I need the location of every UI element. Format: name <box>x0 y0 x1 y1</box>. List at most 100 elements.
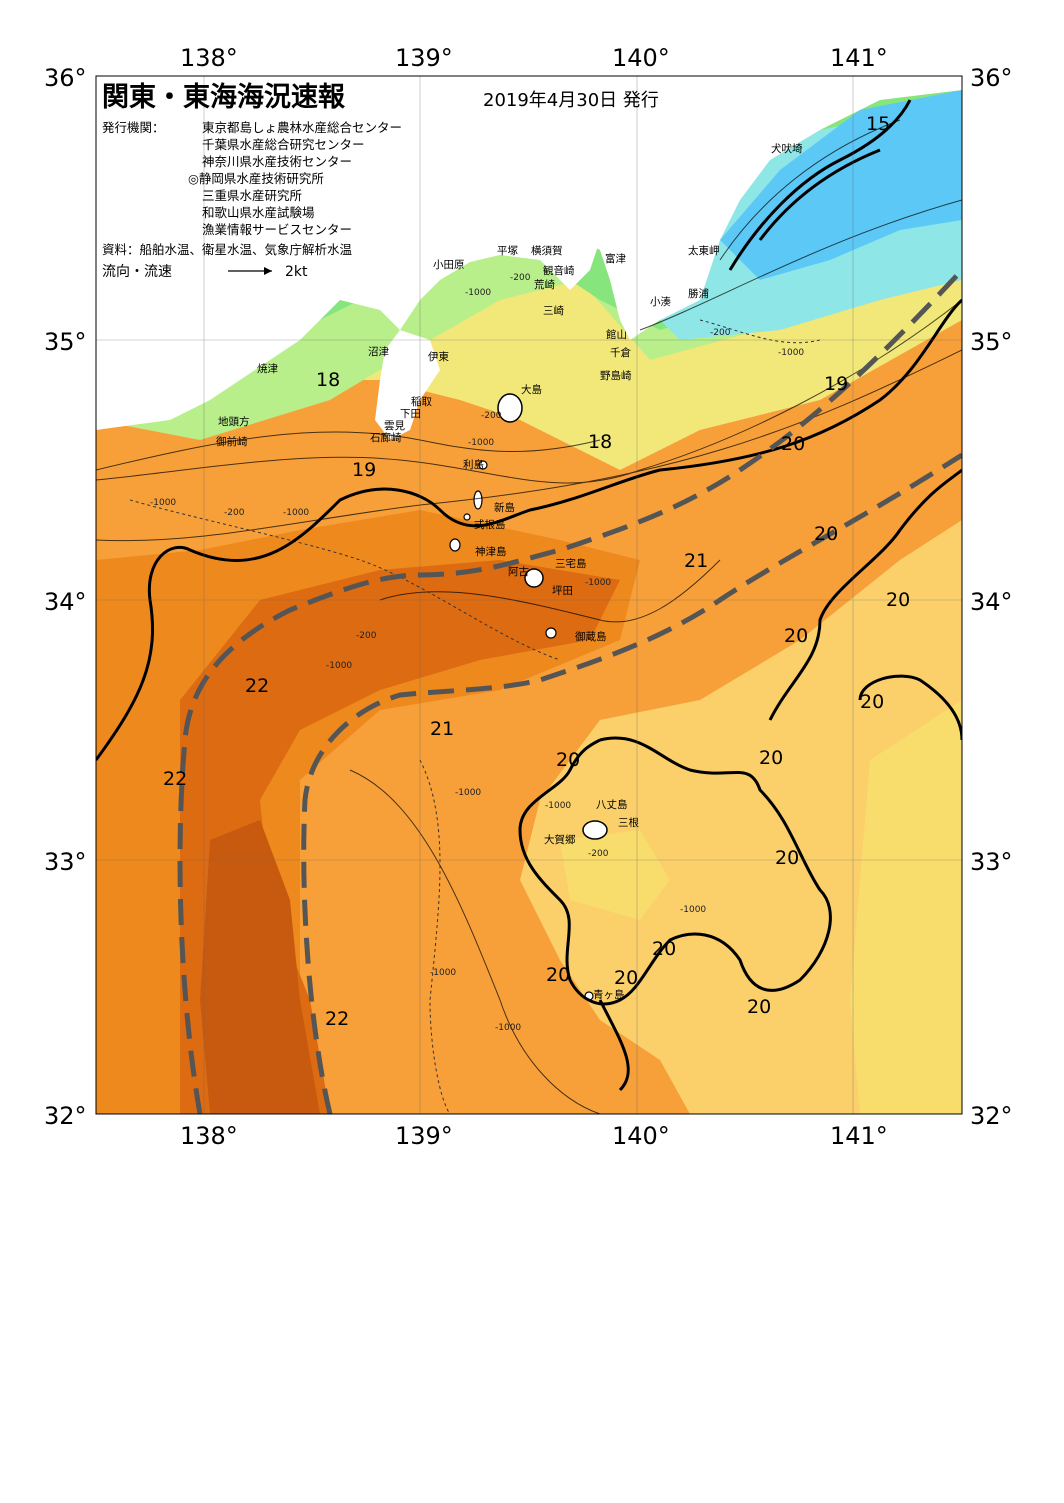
place-kozushima: 神津島 <box>475 545 507 558</box>
island-hachijojima <box>582 820 608 840</box>
place-oshima: 大島 <box>521 383 542 396</box>
flow-legend-label: 流向・流速 <box>102 264 172 280</box>
land-izu <box>375 330 440 440</box>
depth-label: -1000 <box>326 661 352 671</box>
isotherm-label: 20 <box>614 967 638 989</box>
publisher-item: 千葉県水産総合研究センター <box>202 137 365 152</box>
place-toshima: 利島 <box>463 458 484 471</box>
depth-label: -1000 <box>465 288 491 298</box>
lat-label: 36° <box>970 64 1013 92</box>
depth-label: -1000 <box>680 905 706 915</box>
place-ako: 阿古 <box>508 565 529 578</box>
lat-label: 35° <box>970 328 1013 356</box>
place-hiratsuka: 平塚 <box>497 245 518 257</box>
data-sources: 資料：船舶水温、衛星水温、気象庁解析水温 <box>102 242 353 257</box>
place-yokosuka: 横須賀 <box>531 244 563 257</box>
minor-isotherms <box>96 119 962 1114</box>
isotherm-label: 20 <box>781 433 805 455</box>
place-names: 小田原 平塚 横須賀 観音崎 富津 荒崎 三崎 館山 千倉 野島崎 小湊 勝浦 … <box>216 142 803 1001</box>
depth-label: -200 <box>481 411 502 421</box>
lat-label: 33° <box>44 848 87 876</box>
depth-label: -1000 <box>778 348 804 358</box>
place-kumomi: 雲見 <box>384 420 405 432</box>
depth-label: -1000 <box>495 1023 521 1033</box>
isotherm-label: 20 <box>556 749 580 771</box>
isotherm-label: 22 <box>325 1008 349 1030</box>
hachijo-pale <box>560 830 670 920</box>
depth-label: -1000 <box>468 438 494 448</box>
depth-label: -200 <box>710 328 731 338</box>
depth-label: -1000 <box>150 498 176 508</box>
place-chikura: 千倉 <box>610 346 631 359</box>
isotherm-20-north <box>96 298 962 761</box>
isotherm-label: 20 <box>814 523 838 545</box>
lon-label: 139° <box>395 1122 453 1150</box>
island-kozushima <box>449 538 461 552</box>
place-sanne: 三根 <box>618 816 639 829</box>
isotherm-label: 19 <box>824 373 848 395</box>
lat-labels-left: 36° 35° 34° 33° 32° <box>44 64 87 1130</box>
publisher-item: 東京都島しょ農林水産総合センター <box>202 120 402 135</box>
map-border <box>95 75 963 1115</box>
depth-contours <box>129 319 821 1114</box>
isotherm-20-south <box>598 999 630 1092</box>
lat-label: 32° <box>970 1102 1013 1130</box>
place-hachijojima: 八丈島 <box>596 798 628 811</box>
place-shimoda: 下田 <box>400 408 421 420</box>
isotherm-label: 19 <box>352 459 376 481</box>
lon-label: 141° <box>830 1122 888 1150</box>
lon-label: 139° <box>395 44 453 72</box>
depth-label: -200 <box>224 508 245 518</box>
island-miyakejima <box>524 568 544 588</box>
place-tateyama: 館山 <box>606 328 627 341</box>
place-okago: 大賀郷 <box>544 833 576 846</box>
map-title: 関東・東海海況速報 <box>102 82 346 113</box>
place-niijima: 新島 <box>494 501 515 514</box>
isotherm-label: 22 <box>163 768 187 790</box>
lon-labels-bottom: 138° 139° 140° 141° <box>180 1122 888 1150</box>
warm-east-pale <box>850 700 962 1114</box>
place-miyakejima: 三宅島 <box>555 557 587 570</box>
place-futtsu: 富津 <box>605 252 626 265</box>
isotherm-label: 21 <box>430 718 454 740</box>
lat-label: 32° <box>44 1102 87 1130</box>
publisher-item: 和歌山県水産試験場 <box>202 205 315 220</box>
isotherm-label: 20 <box>775 847 799 869</box>
place-jitogata: 地頭方 <box>218 415 250 428</box>
lat-label: 36° <box>44 64 87 92</box>
place-aogashima: 青ヶ島 <box>593 988 625 1001</box>
isotherm-label: 15 <box>866 113 890 135</box>
lat-labels-right: 36° 35° 34° 33° 32° <box>970 64 1013 1130</box>
map-frame-content <box>96 76 962 1114</box>
place-shikinejima: 式根島 <box>474 518 506 531</box>
place-irozaki: 石廊崎 <box>370 431 402 444</box>
flow-legend: 流向・流速 2kt <box>102 264 308 280</box>
place-nojimazaki: 野島崎 <box>600 369 632 382</box>
lon-label: 138° <box>180 1122 238 1150</box>
isotherm-label: 18 <box>316 369 340 391</box>
kuroshio-axis-east <box>301 452 962 1114</box>
place-taitomisaki: 太東岬 <box>688 244 720 257</box>
depth-label: -1000 <box>283 508 309 518</box>
place-odawara: 小田原 <box>433 259 465 271</box>
graticule <box>96 76 962 1114</box>
depth-label: -1000 <box>545 801 571 811</box>
place-katsuura: 勝浦 <box>688 287 709 300</box>
publisher-item: ◎静岡県水産技術研究所 <box>188 171 324 186</box>
place-kannonzaki: 観音崎 <box>543 264 575 277</box>
isotherm-label: 20 <box>784 625 808 647</box>
lat-label: 34° <box>44 588 87 616</box>
place-omaezaki: 御前崎 <box>216 435 248 448</box>
place-numazu: 沼津 <box>368 345 389 358</box>
isotherm-20-hachijo <box>518 736 832 1006</box>
warm-east-zone <box>520 520 962 1114</box>
kuroshio-deep <box>200 820 320 1114</box>
island-shikinejima <box>463 513 471 521</box>
depth-label: -200 <box>588 849 609 859</box>
isotherm-label: 20 <box>546 964 570 986</box>
place-tsubota: 坪田 <box>552 584 573 597</box>
place-mikurajima: 御蔵島 <box>575 630 607 643</box>
isotherm-label: 21 <box>684 550 708 572</box>
lat-label: 35° <box>44 328 87 356</box>
